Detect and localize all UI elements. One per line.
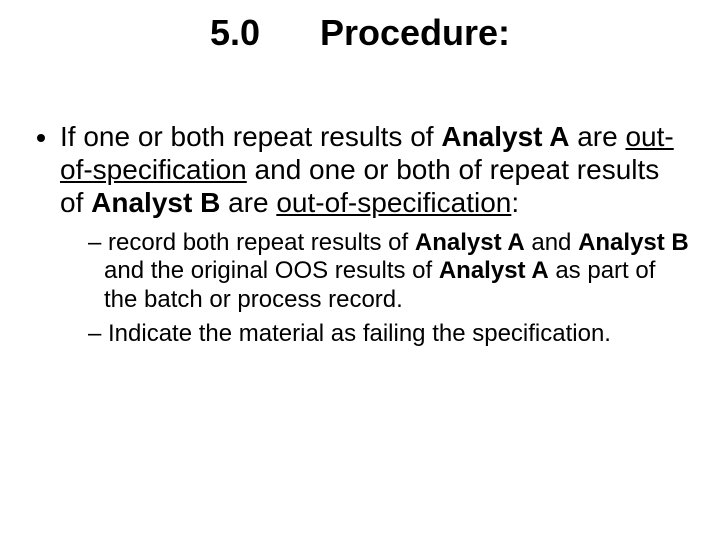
text: and the original OOS results of (104, 257, 439, 284)
list-item: record both repeat results of Analyst A … (88, 229, 690, 314)
title-heading: Procedure: (320, 12, 510, 53)
text: record both repeat results of (108, 229, 415, 256)
text-bold: Analyst A (415, 229, 525, 256)
text: are (220, 187, 276, 218)
bullet-list: If one or both repeat results of Analyst… (30, 120, 690, 348)
text-underline: out-of-specification (276, 187, 511, 218)
sub-bullet-list: record both repeat results of Analyst A … (60, 229, 690, 348)
list-item: If one or both repeat results of Analyst… (60, 120, 690, 348)
text: Indicate the material as failing the spe… (108, 320, 611, 347)
list-item: Indicate the material as failing the spe… (88, 320, 690, 348)
text-bold: Analyst B (91, 187, 220, 218)
text-bold: Analyst B (578, 229, 689, 256)
text-bold: Analyst A (441, 121, 569, 152)
text: : (511, 187, 519, 218)
slide-title: 5.0 Procedure: (0, 12, 720, 54)
section-number: 5.0 (210, 12, 260, 54)
text: If one or both repeat results of (60, 121, 441, 152)
text: are (569, 121, 625, 152)
slide-body: If one or both repeat results of Analyst… (30, 120, 690, 362)
slide: 5.0 Procedure: If one or both repeat resu… (0, 0, 720, 540)
text-bold: Analyst A (439, 257, 549, 284)
text: and (525, 229, 578, 256)
